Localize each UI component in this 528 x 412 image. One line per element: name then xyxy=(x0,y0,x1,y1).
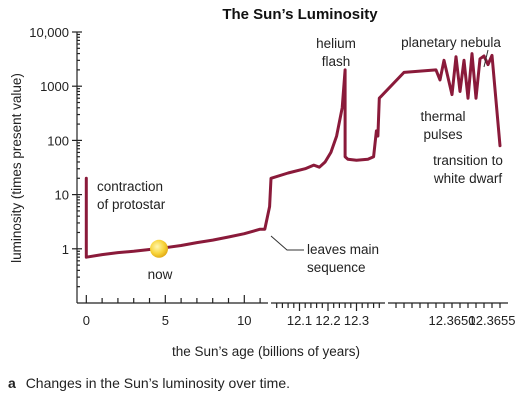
figure-caption: a Changes in the Sun’s luminosity over t… xyxy=(8,375,290,391)
x-tick-label: 0 xyxy=(83,313,90,328)
thermal-label-1: thermal xyxy=(420,109,465,124)
now-label: now xyxy=(148,267,173,282)
y-ticks: 10,000 1000 100 10 1 xyxy=(29,25,82,288)
y-tick-label: 1000 xyxy=(40,79,69,94)
leaves-main-sequence-leader xyxy=(270,235,304,251)
planetary-nebula-leader xyxy=(483,49,489,68)
now-marker xyxy=(150,239,168,258)
transition-label-1: transition to xyxy=(433,153,503,168)
helium-label-1: helium xyxy=(316,36,356,51)
x-tick-label: 12.2 xyxy=(315,313,340,328)
x-tick-label: 5 xyxy=(162,313,169,328)
leaves-label-1: leaves main xyxy=(307,242,379,257)
y-tick-label: 10,000 xyxy=(29,25,69,40)
planetary-nebula-label: planetary nebula xyxy=(401,35,501,50)
x-tick-label: 12.3655 xyxy=(469,313,516,328)
contraction-label-2: of protostar xyxy=(97,197,166,212)
caption-text: Changes in the Sun’s luminosity over tim… xyxy=(26,375,290,391)
transition-label-2: white dwarf xyxy=(433,171,503,186)
y-axis-label: luminosity (times present value) xyxy=(9,73,24,263)
caption-label: a xyxy=(8,375,16,391)
y-tick-label: 100 xyxy=(47,133,69,148)
x-tick-label: 12.3650 xyxy=(429,313,476,328)
x-tick-label: 10 xyxy=(237,313,251,328)
contraction-label-1: contraction xyxy=(97,179,163,194)
thermal-label-2: pulses xyxy=(423,127,462,142)
leaves-label-2: sequence xyxy=(307,260,366,275)
y-tick-label: 1 xyxy=(62,242,69,257)
y-tick-label: 10 xyxy=(55,188,69,203)
chart-title: The Sun’s Luminosity xyxy=(222,6,378,23)
x-axis-label: the Sun’s age (billions of years) xyxy=(172,344,360,359)
x-tick-label: 12.1 xyxy=(287,313,312,328)
x-tick-label: 12.3 xyxy=(344,313,369,328)
luminosity-curve xyxy=(84,52,502,259)
helium-label-2: flash xyxy=(322,54,351,69)
